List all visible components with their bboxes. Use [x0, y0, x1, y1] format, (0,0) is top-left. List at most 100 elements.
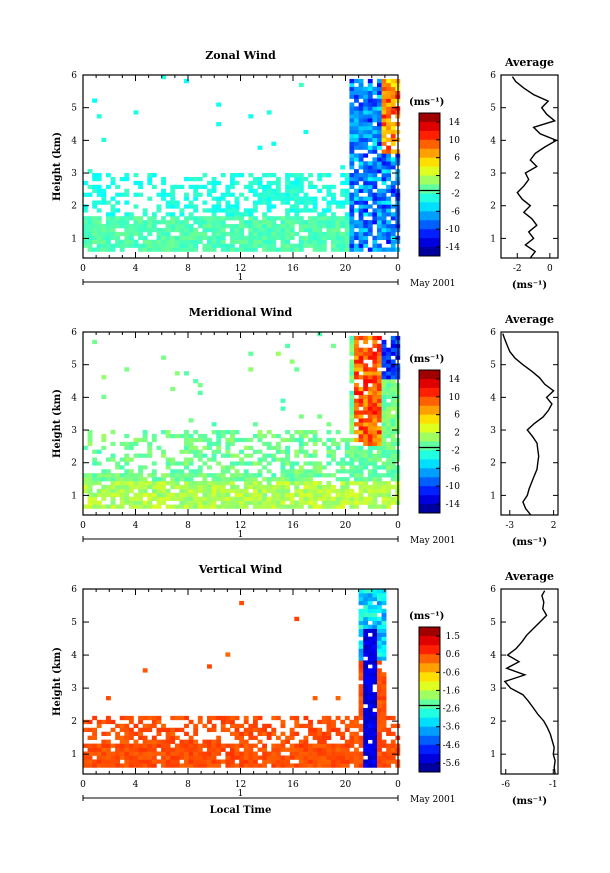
- heatmap-cell: [193, 739, 199, 744]
- heatmap-cell: [344, 453, 350, 458]
- heatmap-cell: [381, 359, 387, 364]
- colorbar-tick-label: 0.6: [446, 650, 461, 660]
- heatmap-cell: [363, 592, 369, 598]
- heatmap-cell: [344, 445, 350, 450]
- heatmap-cell: [340, 763, 346, 768]
- heatmap-cell: [349, 231, 355, 237]
- heatmap-cell: [386, 763, 392, 768]
- heatmap-cell: [220, 227, 226, 233]
- heatmap-cell: [275, 504, 281, 509]
- heatmap-cell: [243, 504, 249, 509]
- heatmap-cell: [377, 196, 382, 201]
- heatmap-cell: [349, 731, 355, 737]
- heatmap-cell: [110, 496, 116, 501]
- heatmap-cell: [358, 751, 364, 756]
- heatmap-cell: [96, 488, 102, 494]
- heatmap-cell: [128, 473, 134, 478]
- heatmap-cell: [225, 469, 231, 474]
- heatmap-cell: [220, 477, 226, 482]
- heatmap-cell: [386, 125, 392, 131]
- heatmap-cell: [308, 759, 313, 764]
- heatmap-cell: [377, 620, 382, 626]
- heatmap-cell: [266, 430, 272, 435]
- heatmap-cell: [216, 492, 222, 498]
- heatmap-cell: [124, 200, 130, 205]
- heatmap-cell: [87, 477, 93, 482]
- heatmap-cell: [354, 176, 359, 182]
- heatmap-cell: [363, 141, 369, 146]
- heatmap-cell: [170, 204, 176, 209]
- heatmap-cell: [239, 212, 245, 217]
- heatmap-cell: [184, 227, 189, 233]
- heatmap-cell: [390, 90, 396, 95]
- heatmap-cell: [354, 763, 359, 768]
- heatmap-cell: [289, 731, 295, 737]
- heatmap-cell: [298, 437, 304, 443]
- heatmap-cell: [321, 196, 327, 201]
- heatmap-cell: [220, 759, 226, 764]
- heatmap-cell: [147, 500, 153, 505]
- heatmap-cell: [386, 347, 392, 352]
- heatmap-cell: [128, 243, 134, 248]
- heatmap-cell: [161, 492, 166, 498]
- heatmap-cell: [358, 141, 364, 146]
- heatmap-cell: [312, 763, 318, 768]
- heatmap-cell: [285, 247, 290, 252]
- heatmap-cell: [358, 204, 364, 209]
- heatmap-cell: [248, 216, 254, 221]
- heatmap-cell: [101, 188, 107, 193]
- heatmap-cell: [257, 430, 263, 435]
- heatmap-cell: [349, 418, 355, 423]
- heatmap-cell: [211, 727, 217, 733]
- heatmap-cell: [161, 449, 166, 454]
- heatmap-cell: [230, 481, 235, 486]
- heatmap-cell: [216, 759, 222, 764]
- heatmap-cell: [285, 437, 290, 443]
- heatmap-cell: [179, 739, 185, 744]
- heatmap-cell: [367, 102, 373, 107]
- heatmap-cell: [381, 129, 387, 135]
- heatmap-cell: [128, 212, 134, 217]
- heatmap-cell: [340, 755, 346, 760]
- heatmap-cell: [239, 457, 245, 462]
- heatmap-cell: [188, 418, 194, 423]
- heatmap-cell: [92, 473, 98, 478]
- heatmap-cell: [262, 227, 268, 233]
- heatmap-cell: [331, 727, 336, 733]
- y-tick-label: 4: [71, 136, 77, 146]
- heatmap-cell: [381, 192, 387, 197]
- heatmap-cell: [367, 247, 373, 252]
- heatmap-cell: [119, 743, 125, 748]
- heatmap-cell: [151, 469, 157, 474]
- heatmap-cell: [303, 469, 309, 474]
- heatmap-cell: [92, 461, 98, 466]
- heatmap-cell: [151, 477, 157, 482]
- heatmap-cell: [386, 90, 392, 95]
- heatmap-cell: [188, 488, 194, 494]
- heatmap-cell: [174, 200, 180, 205]
- heatmap-cell: [225, 247, 231, 252]
- heatmap-cell: [358, 461, 364, 466]
- heatmap-cell: [386, 715, 392, 721]
- heatmap-cell: [179, 212, 185, 217]
- heatmap-cell: [115, 759, 121, 764]
- heatmap-cell: [294, 500, 300, 505]
- heatmap-cell: [243, 715, 249, 721]
- heatmap-cell: [386, 149, 392, 154]
- heatmap-cell: [294, 247, 300, 252]
- heatmap-cell: [239, 751, 245, 756]
- heatmap-cell: [193, 504, 199, 509]
- heatmap-cell: [308, 200, 313, 205]
- heatmap-cell: [92, 235, 98, 241]
- heatmap-cell: [386, 157, 392, 162]
- heatmap-cell: [377, 86, 382, 92]
- heatmap-cell: [165, 192, 171, 197]
- heatmap-cell: [161, 192, 166, 197]
- heatmap-cell: [372, 398, 378, 403]
- heatmap-cell: [363, 700, 369, 705]
- heatmap-cell: [193, 492, 199, 498]
- heatmap-cell: [381, 235, 387, 241]
- heatmap-cell: [234, 492, 240, 498]
- heatmap-cell: [119, 457, 125, 462]
- heatmap-cell: [377, 465, 382, 470]
